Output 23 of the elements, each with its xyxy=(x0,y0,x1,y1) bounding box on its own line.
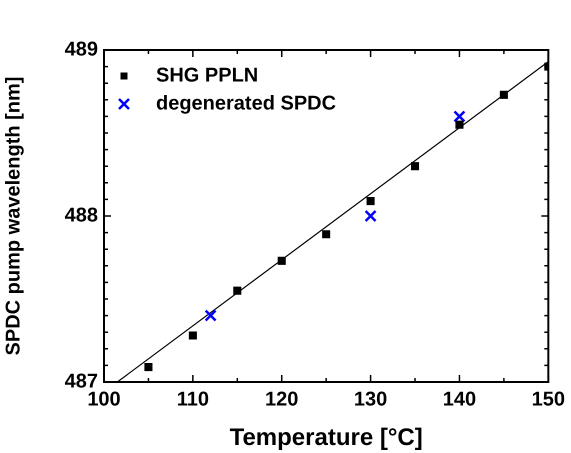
x-axis-title: Temperature [°C] xyxy=(230,424,423,452)
x-tick-label: 140 xyxy=(442,388,476,411)
y-tick-label: 489 xyxy=(64,38,98,61)
x-tick-label: 120 xyxy=(265,388,298,411)
x-tick-label: 110 xyxy=(176,388,209,411)
point xyxy=(366,197,375,206)
point xyxy=(233,286,242,295)
point xyxy=(188,331,197,340)
point xyxy=(500,90,508,99)
x-tick-label: 150 xyxy=(532,388,566,411)
legend-label: SHG PPLN xyxy=(156,64,258,87)
y-tick-label: 488 xyxy=(64,204,98,227)
point xyxy=(278,256,286,265)
point xyxy=(322,230,330,238)
x-tick-label: 130 xyxy=(354,388,388,411)
point xyxy=(144,363,152,372)
legend-label: degenerated SPDC xyxy=(156,92,336,115)
point xyxy=(453,110,466,123)
point xyxy=(364,210,377,222)
point xyxy=(455,120,464,129)
point xyxy=(204,309,217,322)
point xyxy=(410,162,420,170)
y-axis-title: SPDC pump wavelength [nm] xyxy=(2,76,25,356)
